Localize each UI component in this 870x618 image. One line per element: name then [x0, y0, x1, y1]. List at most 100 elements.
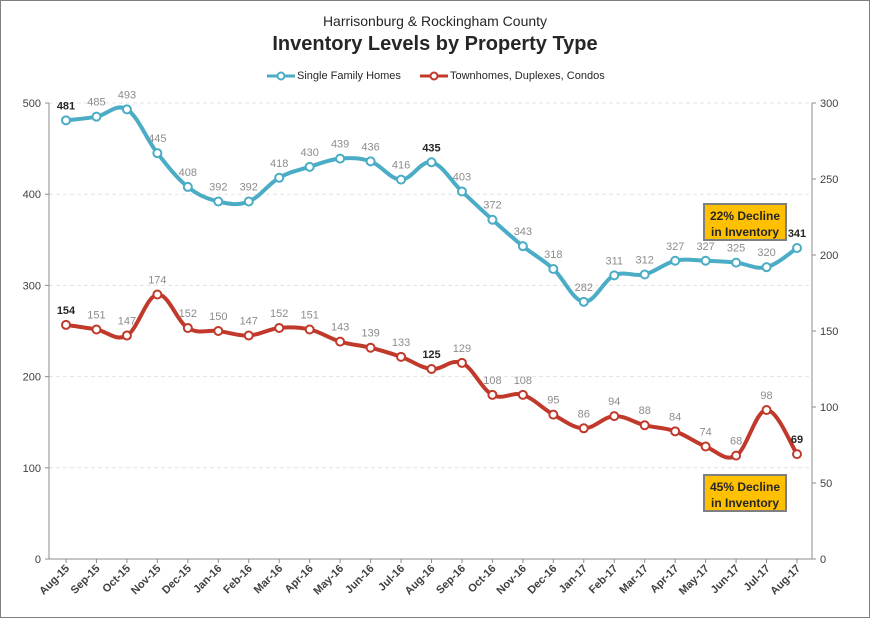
- data-label-townhomes: 150: [209, 311, 227, 323]
- data-label-sfh: 418: [270, 158, 288, 170]
- data-label-sfh: 435: [422, 142, 440, 154]
- data-point-sfh: [213, 196, 224, 207]
- data-point-townhomes: [548, 409, 559, 420]
- data-point-townhomes: [792, 449, 802, 460]
- x-axis-tick-label: Nov-15: [129, 563, 163, 597]
- data-label-sfh: 327: [666, 241, 684, 253]
- left-axis-tick-label: 300: [23, 280, 41, 292]
- data-point-townhomes: [243, 330, 254, 341]
- x-axis-tick-label: Nov-16: [495, 563, 529, 597]
- data-label-sfh: 311: [605, 255, 623, 267]
- data-label-townhomes: 139: [361, 328, 379, 340]
- data-label-townhomes: 74: [700, 427, 712, 439]
- data-label-townhomes: 95: [547, 395, 559, 407]
- data-label-sfh: 445: [148, 133, 166, 145]
- data-label-townhomes: 151: [300, 309, 318, 321]
- data-label-sfh: 343: [514, 226, 532, 238]
- data-label-sfh: 392: [240, 181, 258, 193]
- data-point-sfh: [548, 263, 559, 274]
- data-point-townhomes: [487, 389, 498, 400]
- data-point-sfh: [517, 241, 528, 252]
- data-label-sfh: 372: [483, 200, 501, 212]
- legend-item-sfh: Single Family Homes: [267, 70, 401, 82]
- data-label-townhomes: 108: [483, 375, 501, 387]
- data-label-sfh: 430: [300, 147, 318, 159]
- x-axis-tick-label: Aug-15: [37, 563, 72, 598]
- data-point-sfh: [670, 255, 681, 266]
- data-label-sfh: 416: [392, 160, 410, 172]
- right-axis-tick-label: 200: [820, 250, 838, 262]
- series-line-townhomes: [65, 292, 799, 460]
- data-label-townhomes: 133: [392, 337, 410, 349]
- chart-title: Inventory Levels by Property Type: [272, 33, 598, 55]
- callout-sfh-line1: 22% Decline: [709, 209, 781, 223]
- callout-townhomes-decline: 45% Decline in Inventory: [703, 474, 787, 512]
- legend-marker-sfh: [267, 71, 295, 81]
- x-axis-tick-label: Dec-15: [160, 563, 194, 597]
- x-axis-tick-label: Jan-16: [191, 563, 224, 596]
- data-point-sfh: [152, 148, 163, 159]
- data-point-sfh: [91, 111, 102, 122]
- x-axis-tick-label: Mar-16: [252, 563, 286, 597]
- data-point-townhomes: [517, 389, 528, 400]
- x-axis-tick-label: Oct-15: [100, 563, 133, 596]
- data-point-sfh: [304, 161, 315, 172]
- data-point-townhomes: [61, 319, 71, 330]
- callout-sfh-decline: 22% Decline in Inventory: [703, 203, 787, 241]
- data-point-townhomes: [670, 426, 681, 437]
- data-point-townhomes: [182, 322, 193, 333]
- data-point-townhomes: [731, 450, 742, 461]
- data-point-townhomes: [609, 411, 620, 422]
- x-axis-tick-label: Mar-17: [617, 563, 651, 597]
- data-point-townhomes: [335, 336, 346, 347]
- data-label-townhomes: 151: [87, 309, 105, 321]
- x-axis-tick-label: Feb-16: [221, 563, 255, 597]
- data-label-sfh: 485: [87, 97, 105, 109]
- x-axis-tick-label: Jun-16: [343, 563, 377, 597]
- x-axis-tick-label: Jan-17: [557, 563, 590, 596]
- data-point-townhomes: [365, 342, 376, 353]
- data-label-sfh: 318: [544, 249, 562, 261]
- data-point-townhomes: [456, 357, 467, 368]
- data-label-townhomes: 108: [514, 375, 532, 387]
- data-label-townhomes: 129: [453, 343, 471, 355]
- x-axis-tick-label: Apr-17: [648, 563, 681, 596]
- right-axis-tick-label: 100: [820, 402, 838, 414]
- right-axis-tick-label: 50: [820, 478, 832, 490]
- data-point-sfh: [761, 262, 772, 273]
- x-axis-tick-label: Apr-16: [283, 563, 316, 596]
- data-point-sfh: [456, 186, 467, 197]
- left-axis-tick-label: 500: [23, 98, 41, 110]
- data-point-sfh: [182, 181, 193, 192]
- data-label-sfh: 327: [696, 241, 714, 253]
- data-label-sfh: 312: [636, 254, 654, 266]
- data-label-sfh: 408: [179, 167, 197, 179]
- callout-sfh-line2: in Inventory: [710, 225, 779, 239]
- left-axis-tick-label: 400: [23, 189, 41, 201]
- data-point-sfh: [700, 255, 711, 266]
- data-label-townhomes: 94: [608, 396, 620, 408]
- data-label-townhomes: 84: [669, 411, 681, 423]
- data-point-townhomes: [91, 324, 102, 335]
- data-label-townhomes: 147: [240, 316, 258, 328]
- data-label-townhomes: 68: [730, 436, 742, 448]
- data-point-sfh: [61, 115, 71, 126]
- data-point-sfh: [121, 104, 132, 115]
- data-point-townhomes: [578, 423, 589, 434]
- right-axis-tick-label: 0: [820, 554, 826, 566]
- right-axis-tick-label: 250: [820, 174, 838, 186]
- legend-label-townhomes: Townhomes, Duplexes, Condos: [450, 70, 605, 82]
- x-axis-tick-label: May-17: [677, 563, 712, 598]
- left-axis-tick-label: 0: [35, 554, 41, 566]
- data-point-townhomes: [639, 420, 650, 431]
- data-label-townhomes: 174: [148, 275, 166, 287]
- data-label-sfh: 481: [57, 100, 75, 112]
- legend: Single Family Homes Townhomes, Duplexes,…: [0, 70, 870, 88]
- data-point-townhomes: [700, 441, 711, 452]
- data-label-sfh: 436: [361, 141, 379, 153]
- x-axis-tick-label: Aug-16: [403, 563, 438, 598]
- callout-town-line1: 45% Decline: [709, 480, 781, 494]
- data-point-townhomes: [426, 364, 437, 374]
- data-point-townhomes: [304, 324, 315, 335]
